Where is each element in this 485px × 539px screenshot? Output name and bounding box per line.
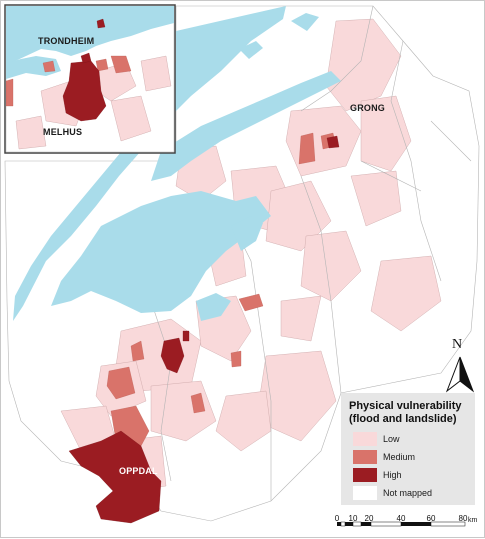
- place-label-grong: GRONG: [350, 103, 386, 113]
- low-area: [350, 170, 402, 227]
- legend-item-high: High: [353, 467, 402, 483]
- high-area: [182, 330, 190, 342]
- legend: Physical vulnerability (flood and landsl…: [341, 393, 475, 505]
- medium-area: [190, 392, 206, 414]
- high-area: [160, 337, 185, 374]
- lake: [239, 41, 263, 59]
- low-area: [215, 390, 272, 452]
- fjord-branch: [151, 71, 341, 181]
- north-label: N: [452, 337, 463, 352]
- medium-area: [230, 350, 242, 368]
- legend-title-line1: Physical vulnerability: [349, 400, 462, 412]
- low-area: [360, 95, 412, 172]
- scale-tick-label: 40: [396, 514, 406, 523]
- water-areas: [13, 6, 341, 321]
- medium-area: [106, 366, 136, 400]
- legend-swatch-low: [353, 432, 377, 446]
- medium-areas: [106, 132, 337, 447]
- legend-item-medium: Medium: [353, 449, 415, 465]
- legend-label-low: Low: [383, 434, 400, 444]
- lake: [291, 13, 319, 31]
- scale-tick-label: 60: [426, 514, 436, 523]
- fjord-main: [51, 191, 271, 313]
- legend-item-low: Low: [353, 431, 400, 447]
- scale-tick-label: 10: [348, 514, 358, 523]
- medium-area: [130, 340, 145, 362]
- legend-title: Physical vulnerability (flood and landsl…: [349, 400, 467, 426]
- scale-bar: [337, 521, 466, 527]
- medium-area: [298, 132, 316, 165]
- legend-label-high: High: [383, 470, 402, 480]
- fjord-inner: [196, 293, 231, 321]
- place-label-melhus: MELHUS: [43, 127, 83, 137]
- inset-map: [4, 4, 176, 154]
- scale-tick-label: 20: [364, 514, 374, 523]
- legend-swatch-high: [353, 468, 377, 482]
- legend-swatch-medium: [353, 450, 377, 464]
- low-area: [370, 255, 442, 332]
- legend-label-medium: Medium: [383, 452, 416, 462]
- place-label-trondheim: TRONDHEIM: [38, 36, 95, 46]
- medium-area: [238, 293, 264, 312]
- legend-item-not-mapped: Not mapped: [353, 485, 432, 501]
- scale-tick-label: 80: [458, 514, 468, 523]
- scale-tick-label: 0: [334, 514, 340, 523]
- scale-unit-label: km: [468, 517, 478, 524]
- legend-title-line2: (flood and landslide): [349, 413, 457, 425]
- fjord-branch: [231, 216, 263, 251]
- place-label-oppdal: OPPDAL: [119, 466, 158, 476]
- high-areas: [68, 135, 340, 524]
- low-area: [300, 230, 362, 302]
- legend-swatch-not-mapped: [353, 486, 377, 500]
- high-area: [326, 135, 340, 149]
- legend-label-not-mapped: Not mapped: [383, 488, 433, 498]
- high-area-oppdal: [68, 430, 162, 524]
- low-area: [280, 295, 322, 342]
- north-arrow-icon: [445, 356, 475, 393]
